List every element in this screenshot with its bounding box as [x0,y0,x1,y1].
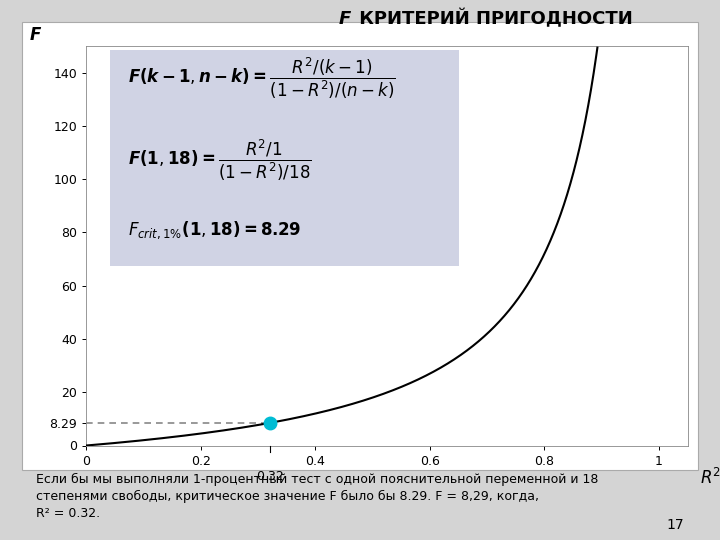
Text: $\boldsymbol{F(k-1,n-k)=\dfrac{R^2/(k-1)}{(1-R^2)/(n-k)}}$: $\boldsymbol{F(k-1,n-k)=\dfrac{R^2/(k-1)… [128,56,396,102]
Text: F: F [30,26,41,44]
Text: Если бы мы выполняли 1-процентный тест с одной пояснительной переменной и 18
сте: Если бы мы выполняли 1-процентный тест с… [36,472,598,519]
Text: F: F [339,10,351,28]
Text: $\boldsymbol{F_{crit,1\%}(1,18)=8.29}$: $\boldsymbol{F_{crit,1\%}(1,18)=8.29}$ [128,220,302,241]
Text: $\boldsymbol{F(1,18)=\dfrac{R^2/1}{(1-R^2)/18}}$: $\boldsymbol{F(1,18)=\dfrac{R^2/1}{(1-R^… [128,138,312,183]
Bar [110,50,459,266]
Text: $\mathit{R}^2$: $\mathit{R}^2$ [700,468,720,488]
Text: 0.32: 0.32 [256,470,284,483]
Text: КРИТЕРИЙ ПРИГОДНОСТИ: КРИТЕРИЙ ПРИГОДНОСТИ [353,9,633,29]
Text: 17: 17 [667,518,684,532]
